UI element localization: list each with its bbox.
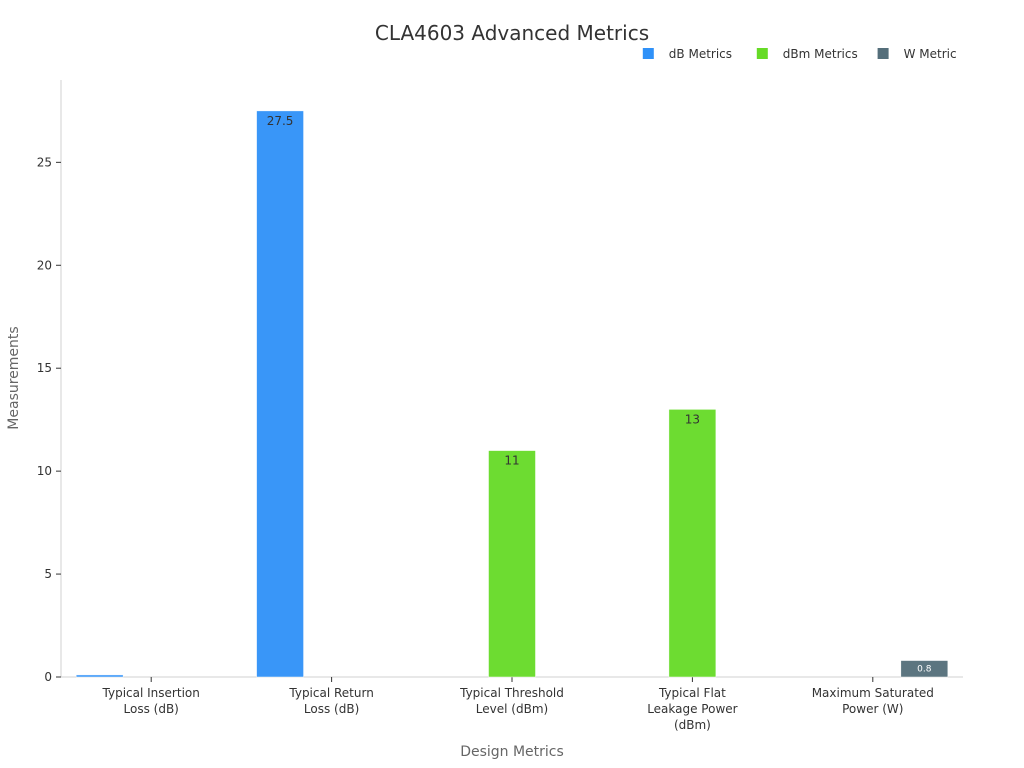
y-tick-label: 20 <box>37 258 52 272</box>
y-tick-label: 10 <box>37 464 52 478</box>
legend-label[interactable]: dBm Metrics <box>783 47 858 61</box>
data-labels: 27.5 11 13 0.8 <box>267 114 932 675</box>
data-label: 13 <box>685 412 700 426</box>
legend-swatch[interactable] <box>642 48 654 59</box>
y-axis-title: Measurements <box>6 326 22 429</box>
y-tick-label: 5 <box>44 567 52 581</box>
legend-swatch[interactable] <box>877 48 889 59</box>
bar[interactable] <box>668 409 717 678</box>
y-tick-label: 25 <box>37 155 52 169</box>
x-axis-title: Design Metrics <box>460 744 564 760</box>
y-tick-label: 15 <box>37 361 52 375</box>
bar[interactable] <box>900 660 949 678</box>
x-tick-label: Typical Return Loss (dB) <box>288 686 373 716</box>
data-label: 0.8 <box>917 665 932 675</box>
bar[interactable] <box>256 110 304 678</box>
x-tick-label: Typical Threshold Level (dBm) <box>459 686 564 716</box>
bar[interactable] <box>488 450 536 678</box>
chart-title: CLA4603 Advanced Metrics <box>375 21 649 45</box>
data-label: 27.5 <box>267 114 294 128</box>
y-tick-label: 0 <box>44 670 52 684</box>
data-label: 11 <box>504 454 519 468</box>
legend-label[interactable]: W Metric <box>904 47 957 61</box>
bars <box>75 110 949 678</box>
legend-label[interactable]: dB Metrics <box>669 47 732 61</box>
legend-swatch[interactable] <box>756 48 768 59</box>
legend[interactable]: dB Metrics dBm Metrics W Metric <box>642 47 957 61</box>
axes: 0 5 10 15 20 25 Typical Insertion Loss (dB) Typi… <box>37 80 963 732</box>
x-tick-label: Maximum Saturated Power (W) <box>812 686 934 716</box>
x-tick-label: Typical Flat Leakage Power (dBm) <box>647 686 737 732</box>
bar[interactable] <box>75 674 124 678</box>
x-tick-label: Typical Insertion Loss (dB) <box>102 686 200 716</box>
